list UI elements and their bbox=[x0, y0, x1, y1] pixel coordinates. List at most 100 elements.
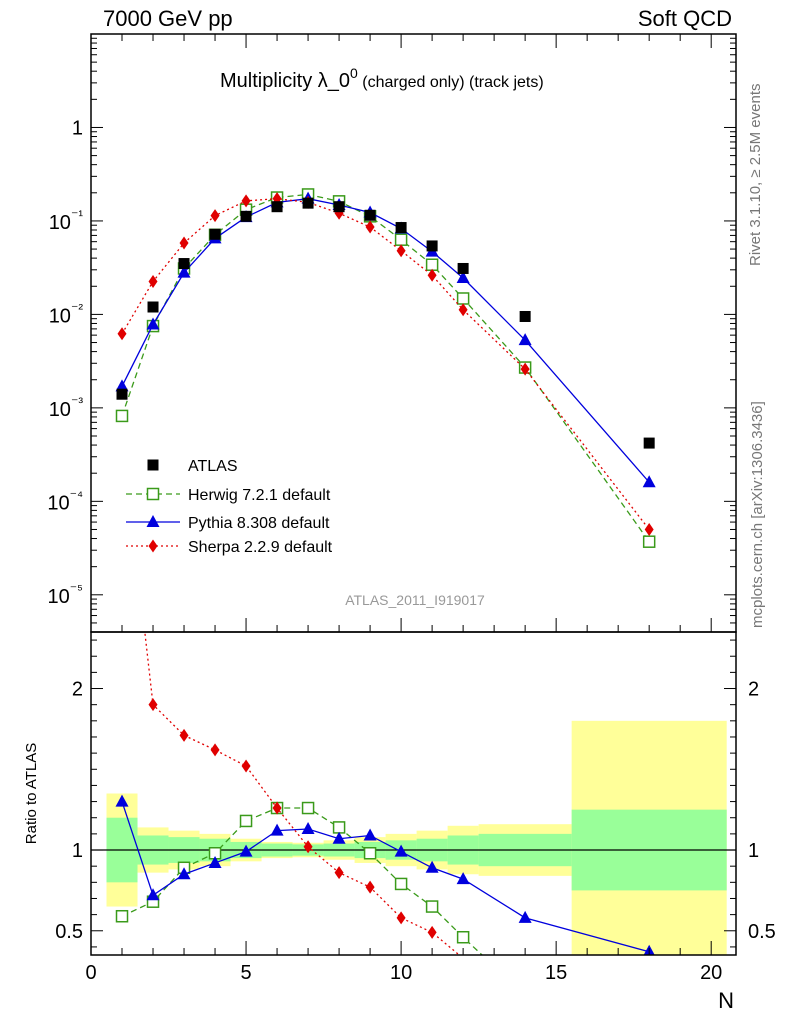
series-line bbox=[121, 198, 650, 530]
ratio-point bbox=[301, 801, 315, 815]
ratio-point bbox=[332, 831, 346, 844]
data-point bbox=[271, 201, 283, 213]
ratio-point bbox=[303, 840, 313, 854]
ratio-point bbox=[396, 911, 406, 925]
data-point bbox=[519, 310, 531, 322]
data-point bbox=[643, 437, 655, 449]
series-point bbox=[148, 274, 158, 288]
series-point bbox=[425, 258, 439, 271]
series-point bbox=[115, 409, 129, 423]
ratio-point bbox=[425, 860, 439, 873]
series-point bbox=[642, 475, 656, 488]
series-point bbox=[642, 535, 656, 548]
ratio-point bbox=[146, 888, 160, 901]
series-point bbox=[115, 379, 129, 392]
ratio-y-axis-label: Ratio to ATLAS bbox=[23, 743, 40, 844]
series-point bbox=[456, 292, 470, 305]
series-point bbox=[520, 362, 530, 376]
series-point bbox=[458, 303, 468, 317]
data-point bbox=[116, 388, 128, 400]
y-tick-label: 10⁻¹ bbox=[49, 207, 84, 234]
legend-label: Pythia 8.308 default bbox=[188, 515, 330, 532]
legend-label: ATLAS bbox=[188, 458, 238, 475]
series-point bbox=[177, 265, 191, 278]
y-tick-label: 10⁻³ bbox=[49, 394, 84, 421]
ratio-y-tick-label-right: 0.5 bbox=[748, 921, 776, 943]
x-tick-label: 10 bbox=[390, 962, 412, 984]
ratio-point bbox=[427, 925, 437, 939]
y-tick-label: 10⁻⁴ bbox=[47, 487, 83, 514]
series-point bbox=[518, 333, 532, 346]
ratio-point bbox=[177, 867, 191, 880]
x-axis-label: N bbox=[718, 988, 734, 1013]
ratio-point bbox=[115, 909, 129, 923]
ratio-point bbox=[365, 880, 375, 894]
header-energy-label: 7000 GeV pp bbox=[103, 6, 233, 31]
chart-title: Multiplicity λ_00 (charged only) (track … bbox=[220, 65, 544, 92]
ratio-series bbox=[115, 632, 655, 955]
ratio-y-tick-label: 0.5 bbox=[55, 921, 83, 943]
data-point bbox=[364, 209, 376, 221]
x-tick-label: 5 bbox=[240, 962, 251, 984]
ratio-point bbox=[363, 847, 377, 860]
ratio-point bbox=[239, 844, 253, 857]
header-process-label: Soft QCD bbox=[637, 6, 732, 31]
ratio-point bbox=[394, 877, 408, 891]
ratio-point bbox=[425, 900, 439, 913]
ratio-y-tick-label: 2 bbox=[72, 679, 83, 701]
y-tick-label: 10⁻² bbox=[49, 300, 84, 327]
data-point bbox=[178, 258, 190, 270]
ratio-point bbox=[518, 910, 532, 923]
series-point bbox=[456, 271, 470, 284]
series-point bbox=[241, 194, 251, 208]
series-point bbox=[644, 522, 654, 536]
ratio-point bbox=[239, 814, 253, 828]
data-point bbox=[209, 228, 221, 240]
ratio-line bbox=[144, 632, 461, 955]
data-point bbox=[457, 262, 469, 274]
legend-label: Herwig 7.2.1 default bbox=[188, 487, 331, 504]
x-tick-label: 0 bbox=[85, 962, 96, 984]
ratio-point bbox=[208, 855, 222, 868]
data-point bbox=[240, 210, 252, 222]
ratio-y-tick-label-right: 1 bbox=[748, 840, 759, 862]
data-point bbox=[302, 197, 314, 209]
series-point bbox=[210, 209, 220, 223]
data-point bbox=[426, 240, 438, 252]
x-tick-label: 20 bbox=[700, 962, 722, 984]
y-tick-label: 1 bbox=[72, 117, 83, 139]
series-point bbox=[394, 233, 408, 246]
ratio-point bbox=[456, 930, 470, 944]
series-point bbox=[427, 268, 437, 282]
series-point bbox=[365, 220, 375, 234]
series-line bbox=[121, 198, 650, 483]
ratio-point bbox=[179, 728, 189, 742]
ratio-frame bbox=[90, 631, 737, 956]
series-point bbox=[179, 236, 189, 250]
y-tick-label: 10⁻⁵ bbox=[48, 581, 83, 608]
ratio-point bbox=[332, 821, 346, 834]
legend-marker bbox=[146, 515, 160, 527]
ratio-point bbox=[456, 872, 470, 885]
ratio-point bbox=[272, 801, 282, 815]
ratio-point bbox=[394, 844, 408, 857]
ratio-point bbox=[115, 794, 129, 807]
legend-marker bbox=[146, 487, 160, 501]
ratio-point bbox=[148, 698, 158, 712]
x-tick-label: 15 bbox=[545, 962, 567, 984]
ratio-point bbox=[363, 828, 377, 841]
main-series bbox=[115, 188, 656, 548]
ratio-point bbox=[270, 823, 284, 836]
ratio-point bbox=[210, 743, 220, 757]
series-point bbox=[117, 327, 127, 341]
data-point bbox=[395, 222, 407, 234]
data-point bbox=[147, 301, 159, 313]
legend-marker bbox=[147, 459, 159, 471]
ratio-y-tick-label-right: 2 bbox=[748, 679, 759, 701]
series-point bbox=[146, 317, 160, 330]
legend-marker bbox=[148, 539, 158, 553]
ratio-point bbox=[334, 866, 344, 880]
legend-label: Sherpa 2.2.9 default bbox=[188, 539, 333, 556]
ratio-point bbox=[241, 759, 251, 773]
